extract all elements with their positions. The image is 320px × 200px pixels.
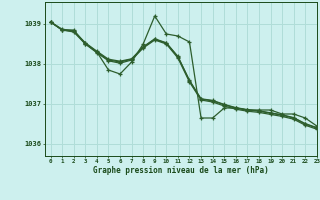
X-axis label: Graphe pression niveau de la mer (hPa): Graphe pression niveau de la mer (hPa) — [93, 166, 269, 175]
